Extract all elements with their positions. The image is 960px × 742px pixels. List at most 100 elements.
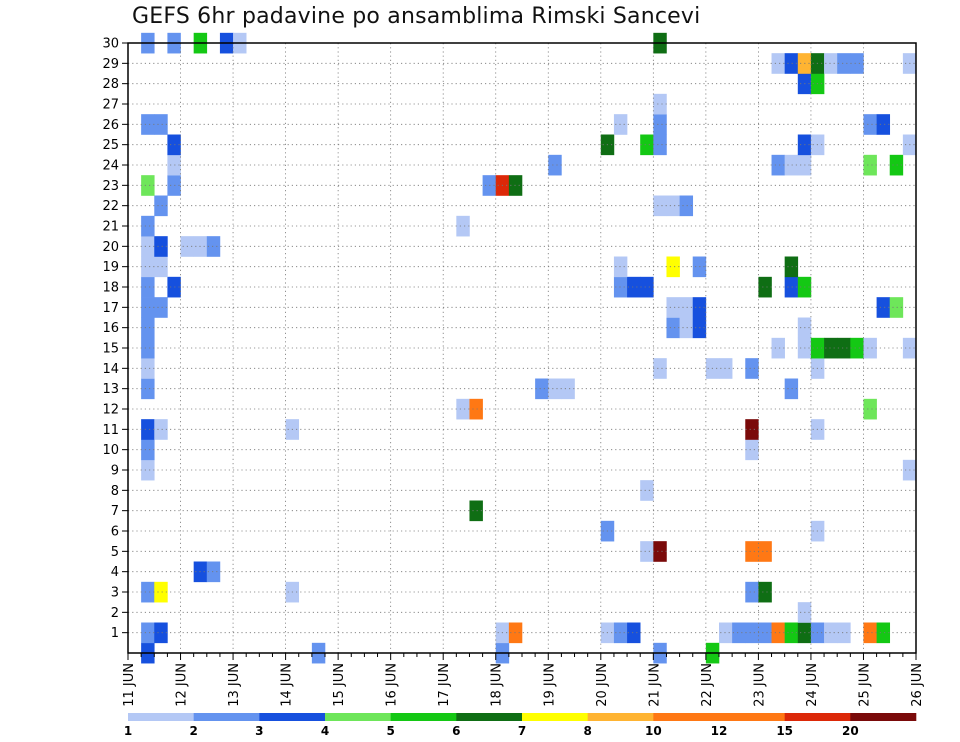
y-tick-label: 19 bbox=[102, 260, 119, 275]
colorbar-label: 3 bbox=[255, 724, 263, 738]
heatmap-cell bbox=[613, 114, 628, 135]
heatmap-cell bbox=[167, 175, 181, 196]
colorbar-label: 15 bbox=[776, 724, 793, 738]
y-tick-label: 8 bbox=[111, 484, 119, 499]
heatmap-cell bbox=[141, 114, 155, 135]
y-tick-label: 10 bbox=[102, 443, 119, 458]
heatmap-cell bbox=[627, 622, 641, 644]
y-tick-label: 9 bbox=[111, 464, 119, 479]
heatmap-cell bbox=[732, 622, 746, 644]
heatmap-cell bbox=[154, 622, 168, 644]
y-tick-label: 28 bbox=[102, 77, 119, 92]
y-tick-label: 14 bbox=[102, 362, 119, 377]
heatmap-cell bbox=[154, 419, 168, 440]
heatmap-cell bbox=[206, 236, 221, 257]
y-tick-label: 12 bbox=[102, 403, 119, 418]
heatmap-cell bbox=[863, 622, 877, 644]
x-tick-label: 25 JUN bbox=[858, 663, 873, 707]
heatmap-cell bbox=[784, 256, 799, 278]
heatmap-cell bbox=[771, 53, 785, 74]
heatmap-cell bbox=[653, 114, 667, 135]
heatmap-cell bbox=[666, 256, 680, 278]
y-tick-label: 7 bbox=[111, 504, 119, 519]
heatmap-cell bbox=[837, 622, 851, 644]
heatmap-cell bbox=[876, 297, 891, 318]
heatmap-cell bbox=[837, 53, 851, 74]
heatmap-cell bbox=[824, 622, 838, 644]
heatmap-cell bbox=[141, 358, 155, 379]
heatmap-cell bbox=[141, 581, 155, 603]
chart-title: GEFS 6hr padavine po ansamblima Rimski S… bbox=[132, 4, 701, 29]
x-tick-label: 16 JUN bbox=[385, 663, 400, 707]
heatmap-cell bbox=[863, 154, 877, 176]
heatmap-cell bbox=[141, 439, 155, 461]
heatmap-cell bbox=[141, 175, 155, 196]
x-tick-label: 13 JUN bbox=[227, 663, 242, 707]
heatmap-cell bbox=[745, 541, 759, 562]
heatmap-cell bbox=[141, 317, 155, 339]
heatmap-cell bbox=[758, 541, 772, 562]
heatmap-cell bbox=[784, 53, 799, 74]
colorbar-swatch bbox=[850, 713, 917, 721]
y-tick-label: 27 bbox=[102, 98, 119, 113]
heatmap-cell bbox=[640, 480, 654, 501]
heatmap-cell bbox=[719, 358, 733, 379]
colorbar-label: 5 bbox=[386, 724, 394, 738]
heatmap-cell bbox=[141, 419, 155, 440]
heatmap-cell bbox=[535, 378, 549, 400]
heatmap-cell bbox=[679, 195, 694, 217]
heatmap-cell bbox=[850, 53, 864, 74]
y-tick-label: 22 bbox=[102, 199, 119, 214]
heatmap-cell bbox=[758, 622, 772, 644]
x-tick-label: 17 JUN bbox=[437, 663, 452, 707]
heatmap-cell bbox=[640, 276, 654, 298]
heatmap-cell bbox=[167, 134, 181, 156]
colorbar-swatch bbox=[193, 713, 260, 721]
x-tick-label: 11 JUN bbox=[122, 663, 137, 707]
y-tick-label: 21 bbox=[102, 220, 119, 235]
heatmap-cell bbox=[784, 622, 799, 644]
colorbar-label: 20 bbox=[842, 724, 859, 738]
heatmap-cell bbox=[889, 297, 904, 318]
heatmap-cell bbox=[154, 114, 168, 135]
y-tick-label: 17 bbox=[102, 301, 119, 316]
y-tick-label: 30 bbox=[102, 37, 119, 52]
heatmap-cell bbox=[141, 256, 155, 278]
heatmap-cell bbox=[863, 398, 877, 420]
colorbar-label: 2 bbox=[189, 724, 197, 738]
heatmap-cell bbox=[154, 256, 168, 278]
colorbar-label: 12 bbox=[711, 724, 728, 738]
heatmap-cell bbox=[824, 337, 838, 359]
heatmap-cell bbox=[850, 337, 864, 359]
heatmap-cell bbox=[141, 276, 155, 298]
y-tick-label: 11 bbox=[102, 423, 119, 438]
colorbar-label: 4 bbox=[321, 724, 329, 738]
heatmap-cell bbox=[758, 276, 772, 298]
y-tick-label: 1 bbox=[111, 626, 119, 641]
y-tick-label: 13 bbox=[102, 382, 119, 397]
y-tick-label: 6 bbox=[111, 525, 119, 540]
heatmap-cell bbox=[784, 154, 799, 176]
heatmap-cell bbox=[141, 337, 155, 359]
heatmap-cell bbox=[653, 358, 667, 379]
heatmap-cell bbox=[206, 561, 221, 583]
colorbar-label: 10 bbox=[645, 724, 662, 738]
axes: 1234567891011121314151617181920212223242… bbox=[102, 37, 925, 707]
heatmap-cell bbox=[141, 236, 155, 257]
heatmap-cell bbox=[154, 236, 168, 257]
heatmap-cell bbox=[653, 195, 667, 217]
heatmap-cell bbox=[837, 337, 851, 359]
heatmap-cell bbox=[640, 134, 654, 156]
heatmap-cell bbox=[666, 195, 680, 217]
heatmap-cell bbox=[613, 276, 628, 298]
heatmap-cell bbox=[141, 378, 155, 400]
heatmap-cell bbox=[653, 134, 667, 156]
colorbar-swatch bbox=[128, 713, 194, 721]
x-tick-label: 20 JUN bbox=[595, 663, 610, 707]
colorbar-swatch bbox=[522, 713, 588, 721]
heatmap-cell bbox=[141, 215, 155, 237]
heatmap-cell bbox=[154, 297, 168, 318]
y-tick-label: 4 bbox=[111, 565, 119, 580]
x-tick-label: 26 JUN bbox=[910, 663, 925, 707]
